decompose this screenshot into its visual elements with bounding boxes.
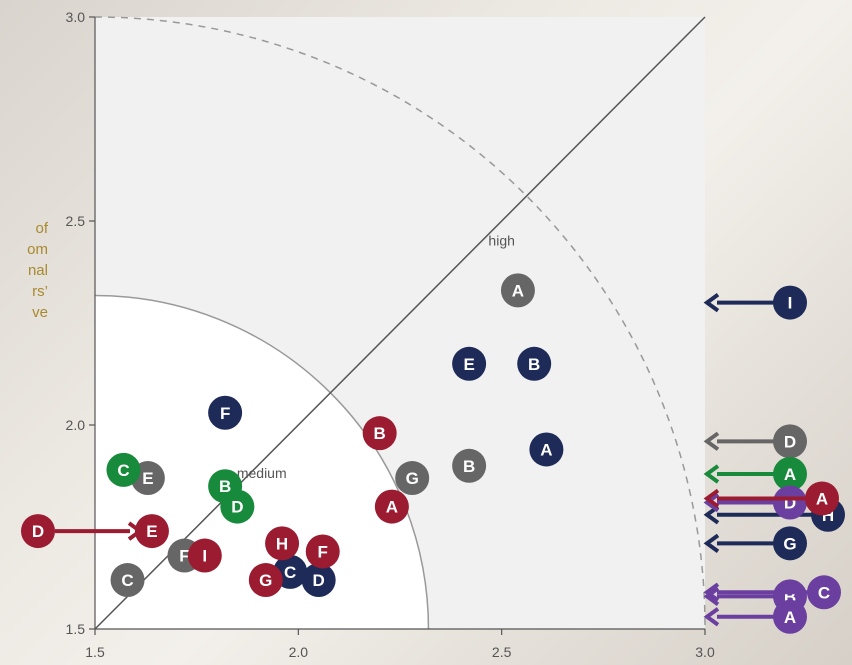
data-point-label: I — [202, 547, 207, 566]
data-point-marker — [106, 452, 141, 487]
arrow-right-point-marker — [773, 599, 807, 634]
side-note: of om nal rs’ ve — [0, 218, 48, 323]
x-tick-label: 2.0 — [289, 644, 309, 660]
data-point-marker — [500, 273, 535, 308]
data-point-label: B — [374, 424, 386, 443]
data-point-label: G — [259, 571, 272, 590]
arrow-right-point-marker — [805, 481, 839, 516]
arrow-head — [703, 488, 720, 509]
data-point-label: H — [276, 534, 288, 553]
data-point-label: C — [121, 571, 133, 590]
arrow-head — [703, 492, 720, 513]
data-point-marker — [265, 526, 300, 561]
side-note-line: rs’ — [32, 283, 48, 300]
x-tick-label: 3.0 — [695, 644, 715, 660]
data-point-label: F — [318, 542, 328, 561]
data-point-label: G — [406, 469, 419, 488]
arrow-right-point-label: G — [783, 534, 796, 553]
arrow-right-point-label: C — [818, 583, 830, 602]
arrow-right-point-marker — [773, 285, 807, 320]
diagonal-line — [94, 16, 706, 630]
x-tick-label: 2.5 — [492, 644, 512, 660]
arrow-right-point-label: D — [784, 432, 796, 451]
arrow-left-point-marker — [21, 514, 55, 549]
arrow-head — [703, 464, 720, 484]
arrow-right-point-label: A — [784, 608, 796, 627]
arrow-head — [703, 431, 720, 451]
data-point-label: E — [146, 522, 157, 541]
data-point-marker — [208, 395, 243, 430]
zone-label-medium: medium — [237, 465, 287, 481]
data-point-label: D — [231, 498, 243, 517]
side-note-line: om — [27, 241, 48, 258]
data-point-marker — [248, 563, 283, 598]
data-point-label: A — [386, 498, 398, 517]
data-point-marker — [395, 461, 430, 496]
data-point-label: C — [117, 461, 129, 480]
data-point-label: A — [540, 440, 552, 459]
arrow-head — [703, 292, 720, 313]
data-point-marker — [517, 346, 552, 381]
data-point-marker — [187, 538, 222, 573]
arrow-right-point-marker — [807, 575, 841, 610]
side-note-line: of — [35, 220, 48, 237]
data-point-label: E — [142, 469, 153, 488]
high-zone-boundary — [94, 16, 706, 630]
data-point-label: F — [220, 404, 230, 423]
arrow-right-point-label: A — [784, 465, 796, 484]
arrow-right-point-label: A — [816, 489, 828, 508]
y-tick-label: 1.5 — [66, 621, 86, 637]
data-point-label: F — [179, 547, 189, 566]
y-tick-label: 2.0 — [66, 417, 86, 433]
arrow-right-point-marker — [773, 526, 807, 561]
data-point-marker — [374, 489, 409, 524]
data-point-label: C — [284, 563, 296, 582]
side-note-line: ve — [32, 304, 48, 321]
arrow-right-point-marker — [773, 424, 807, 459]
data-point-marker — [452, 448, 487, 483]
data-point-label: B — [219, 477, 231, 496]
zone-label-high: high — [488, 232, 514, 248]
data-point-label: A — [512, 281, 524, 300]
arrow-right-point-label: D — [784, 494, 796, 513]
data-point-label: B — [463, 457, 475, 476]
axes: 1.5 2.0 2.5 3.0 1.5 2.0 2.5 3.0 — [66, 9, 715, 660]
data-point-label: B — [528, 355, 540, 374]
arrow-head — [703, 533, 720, 553]
y-tick-label: 3.0 — [66, 9, 86, 25]
data-point-marker — [301, 563, 336, 598]
arrow-right-point-marker — [773, 485, 807, 520]
arrow-head — [703, 607, 720, 627]
data-point-marker — [134, 514, 169, 549]
arrow-right-point-marker — [773, 456, 807, 491]
arrow-head — [703, 582, 720, 602]
y-tick-label: 2.5 — [66, 213, 86, 229]
x-tick-label: 1.5 — [85, 644, 105, 660]
data-point-label: D — [313, 571, 325, 590]
data-point-marker — [110, 563, 145, 598]
data-point-label: E — [463, 355, 474, 374]
data-point-marker — [305, 534, 340, 569]
side-note-line: nal — [27, 262, 48, 279]
arrow-head — [703, 586, 720, 606]
arrow-right-point-label: I — [788, 294, 793, 313]
arrow-left-point-label: D — [32, 522, 44, 541]
data-point-marker — [220, 489, 255, 524]
data-point-marker — [529, 432, 564, 467]
data-point-marker — [362, 416, 397, 451]
data-point-marker — [452, 346, 487, 381]
